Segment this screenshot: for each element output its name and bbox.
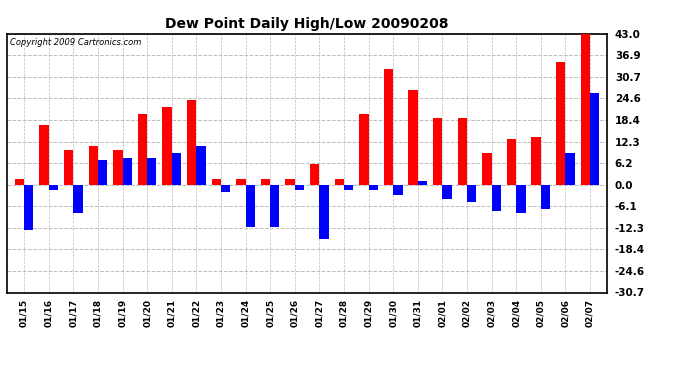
Bar xyxy=(187,100,197,185)
Bar xyxy=(172,153,181,185)
Bar xyxy=(368,185,378,190)
Bar xyxy=(556,62,565,185)
Bar xyxy=(39,125,49,185)
Bar xyxy=(261,180,270,185)
Bar xyxy=(24,185,34,230)
Bar xyxy=(433,118,442,185)
Bar xyxy=(236,180,246,185)
Bar xyxy=(457,118,467,185)
Bar xyxy=(162,108,172,185)
Bar xyxy=(482,153,491,185)
Bar xyxy=(113,150,123,185)
Bar xyxy=(516,185,526,213)
Bar xyxy=(49,185,58,190)
Bar xyxy=(147,158,157,185)
Bar xyxy=(319,185,328,239)
Bar xyxy=(138,114,147,185)
Bar xyxy=(73,185,83,213)
Bar xyxy=(408,90,417,185)
Bar xyxy=(212,180,221,185)
Bar xyxy=(246,185,255,227)
Bar xyxy=(359,114,368,185)
Bar xyxy=(14,180,24,185)
Bar xyxy=(88,146,98,185)
Bar xyxy=(344,185,353,190)
Bar xyxy=(270,185,279,227)
Title: Dew Point Daily High/Low 20090208: Dew Point Daily High/Low 20090208 xyxy=(166,17,448,31)
Bar xyxy=(221,185,230,192)
Bar xyxy=(64,150,73,185)
Bar xyxy=(286,180,295,185)
Bar xyxy=(590,93,600,185)
Bar xyxy=(467,185,476,202)
Bar xyxy=(442,185,452,199)
Bar xyxy=(541,185,550,209)
Bar xyxy=(335,180,344,185)
Bar xyxy=(197,146,206,185)
Bar xyxy=(580,34,590,185)
Bar xyxy=(565,153,575,185)
Bar xyxy=(507,139,516,185)
Bar xyxy=(531,137,541,185)
Bar xyxy=(393,185,402,195)
Bar xyxy=(310,164,319,185)
Bar xyxy=(417,181,427,185)
Bar xyxy=(491,185,501,211)
Bar xyxy=(123,158,132,185)
Bar xyxy=(98,160,107,185)
Text: Copyright 2009 Cartronics.com: Copyright 2009 Cartronics.com xyxy=(10,38,141,46)
Bar xyxy=(384,69,393,185)
Bar xyxy=(295,185,304,190)
